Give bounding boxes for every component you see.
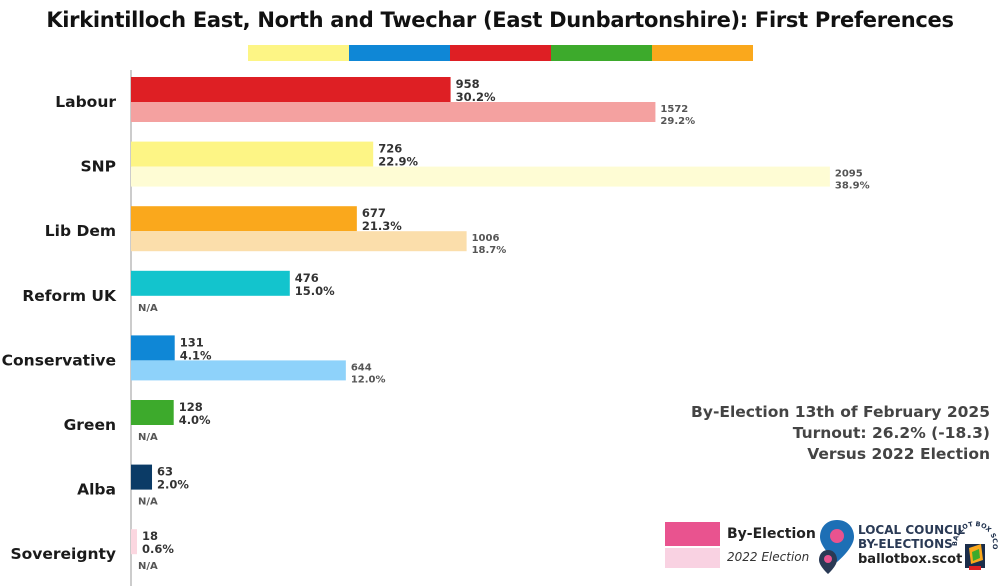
- value-label-green: 128: [179, 400, 203, 414]
- bar-2022-snp: [131, 166, 830, 187]
- bar-by-election-green: [131, 400, 174, 425]
- value-label-labour: 958: [456, 77, 480, 91]
- party-label-green: Green: [64, 416, 116, 434]
- bar-by-election-snp: [131, 141, 374, 167]
- prev-percent-label-labour: 29.2%: [660, 116, 695, 127]
- comparison-note: Versus 2022 Election: [807, 445, 990, 463]
- prev-value-label-conservative: 644: [351, 362, 372, 373]
- prev-value-label-snp: 2095: [835, 169, 863, 180]
- bar-by-election-alba: [131, 464, 153, 490]
- party-label-labour: Labour: [55, 93, 116, 111]
- party-label-sovereignty: Sovereignty: [10, 545, 116, 563]
- chart-title: Kirkintilloch East, North and Twechar (E…: [46, 8, 954, 32]
- turnout: Turnout: 26.2% (-18.3): [792, 424, 990, 442]
- prev-na-label-reform-uk: N/A: [138, 303, 158, 314]
- legend-label-2022: 2022 Election: [727, 550, 810, 564]
- value-label-snp: 726: [378, 142, 402, 156]
- value-label-reform-uk: 476: [295, 271, 319, 285]
- strip-segment: [652, 45, 753, 61]
- prev-value-label-lib-dem: 1006: [472, 233, 500, 244]
- election-date: By-Election 13th of February 2025: [691, 403, 990, 421]
- bar-by-election-labour: [131, 77, 451, 102]
- legend-label-by-election: By-Election: [727, 526, 816, 542]
- percent-label-alba: 2.0%: [157, 478, 189, 492]
- prev-na-label-sovereignty: N/A: [138, 561, 158, 572]
- prev-percent-label-conservative: 12.0%: [351, 374, 386, 385]
- percent-label-green: 4.0%: [179, 413, 211, 427]
- logo-line-2: BY-ELECTIONS: [858, 537, 953, 551]
- strip-segment: [551, 45, 652, 61]
- value-label-alba: 63: [157, 465, 173, 479]
- prev-value-label-labour: 1572: [660, 104, 688, 115]
- bar-by-election-lib-dem: [131, 206, 357, 232]
- percent-label-sovereignty: 0.6%: [142, 542, 174, 556]
- bar-by-election-reform-uk: [131, 270, 290, 296]
- bar-2022-lib-dem: [131, 231, 467, 252]
- strip-segment: [248, 45, 349, 61]
- prev-na-label-green: N/A: [138, 432, 158, 443]
- party-label-alba: Alba: [77, 481, 116, 499]
- bar-2022-conservative: [131, 360, 346, 381]
- party-label-lib-dem: Lib Dem: [45, 222, 116, 240]
- logo-url: ballotbox.scot: [858, 552, 963, 567]
- bar-by-election-sovereignty: [131, 529, 138, 555]
- party-label-snp: SNP: [81, 158, 117, 176]
- percent-label-reform-uk: 15.0%: [295, 284, 335, 298]
- local-council-logo: LOCAL COUNCIL BY-ELECTIONS ballotbox.sco…: [818, 518, 965, 578]
- percent-label-conservative: 4.1%: [180, 348, 212, 362]
- legend-swatch-2022: [665, 548, 720, 568]
- strip-segment: [450, 45, 551, 61]
- party-label-conservative: Conservative: [2, 351, 116, 369]
- legend-swatch-by-election: [665, 522, 720, 546]
- logo-line-1: LOCAL COUNCIL: [858, 523, 966, 537]
- value-label-conservative: 131: [180, 335, 204, 349]
- value-label-sovereignty: 18: [142, 529, 158, 543]
- prev-percent-label-lib-dem: 18.7%: [472, 245, 507, 256]
- value-label-lib-dem: 677: [362, 206, 386, 220]
- bar-2022-labour: [131, 102, 656, 122]
- prev-na-label-alba: N/A: [138, 497, 158, 508]
- map-pin-icon: [819, 520, 854, 574]
- election-info: By-Election 13th of February 2025 Turnou…: [691, 402, 990, 465]
- ballot-box-scotland-logo: BALLOT BOX SCOTLAND: [952, 516, 998, 570]
- header-color-strip: [248, 45, 753, 61]
- percent-label-labour: 30.2%: [456, 90, 496, 104]
- party-label-reform-uk: Reform UK: [22, 287, 117, 305]
- percent-label-lib-dem: 21.3%: [362, 219, 402, 233]
- prev-percent-label-snp: 38.9%: [835, 181, 870, 192]
- strip-segment: [349, 45, 450, 61]
- bar-by-election-conservative: [131, 335, 175, 361]
- percent-label-snp: 22.9%: [378, 155, 418, 169]
